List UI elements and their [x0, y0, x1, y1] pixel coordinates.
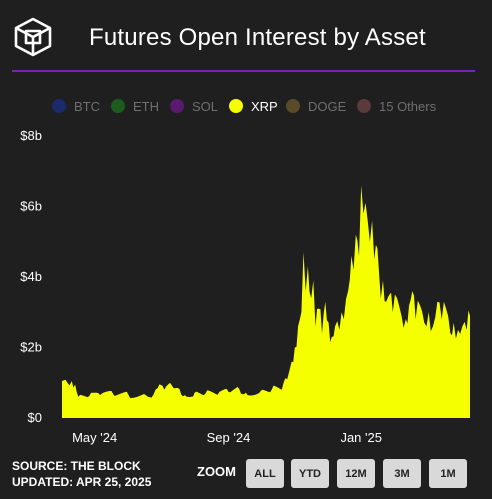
- zoom-button-1m[interactable]: 1M: [429, 459, 467, 488]
- chart-legend: BTC ETH SOL XRP DOGE 15 Others: [0, 96, 492, 116]
- zoom-button-all[interactable]: ALL: [246, 459, 284, 488]
- the-block-cube-logo-icon: [14, 17, 52, 57]
- legend-item-sol[interactable]: SOL: [170, 96, 218, 116]
- updated-label: UPDATED: APR 25, 2025: [12, 475, 152, 489]
- legend-swatch: [52, 99, 66, 113]
- source-label: SOURCE: THE BLOCK: [12, 459, 141, 473]
- legend-swatch: [111, 99, 125, 113]
- legend-swatch: [229, 99, 243, 113]
- x-tick-label: Jan '25: [340, 430, 382, 445]
- area-chart: $0 $2b $4b $6b $8b May '24 Sep '24 Jan '25: [20, 128, 470, 445]
- zoom-button-3m[interactable]: 3M: [383, 459, 421, 488]
- legend-item-15-others[interactable]: 15 Others: [357, 96, 436, 116]
- legend-label: DOGE: [308, 98, 347, 114]
- x-tick-label: Sep '24: [207, 430, 251, 445]
- legend-label: SOL: [192, 98, 219, 114]
- header-divider: [12, 70, 475, 72]
- y-tick-label: $8b: [20, 128, 42, 143]
- legend-item-btc[interactable]: BTC: [52, 96, 100, 116]
- zoom-label: ZOOM: [197, 464, 236, 479]
- x-axis: May '24 Sep '24 Jan '25: [72, 430, 382, 445]
- legend-label: BTC: [74, 98, 100, 114]
- zoom-button-12m[interactable]: 12M: [337, 459, 375, 488]
- y-tick-label: $0: [28, 410, 42, 425]
- legend-swatch: [170, 99, 184, 113]
- y-tick-label: $4b: [20, 269, 42, 284]
- y-tick-label: $2b: [20, 340, 42, 355]
- legend-label: XRP: [251, 98, 278, 114]
- chart-header: Futures Open Interest by Asset: [0, 0, 492, 74]
- chart-title: Futures Open Interest by Asset: [89, 24, 426, 51]
- legend-item-eth[interactable]: ETH: [111, 96, 159, 116]
- legend-label: 15 Others: [379, 98, 437, 114]
- legend-label: ETH: [133, 98, 159, 114]
- legend-swatch: [357, 99, 371, 113]
- legend-item-xrp[interactable]: XRP: [229, 96, 278, 116]
- x-tick-label: May '24: [72, 430, 117, 445]
- legend-item-doge[interactable]: DOGE: [286, 96, 346, 116]
- series-area-xrp[interactable]: [62, 185, 470, 418]
- source-note: SOURCE: THE BLOCK UPDATED: APR 25, 2025: [12, 458, 151, 490]
- legend-swatch: [286, 99, 300, 113]
- y-tick-label: $6b: [20, 199, 42, 214]
- y-axis: $0 $2b $4b $6b $8b: [20, 128, 42, 425]
- zoom-button-ytd[interactable]: YTD: [291, 459, 329, 488]
